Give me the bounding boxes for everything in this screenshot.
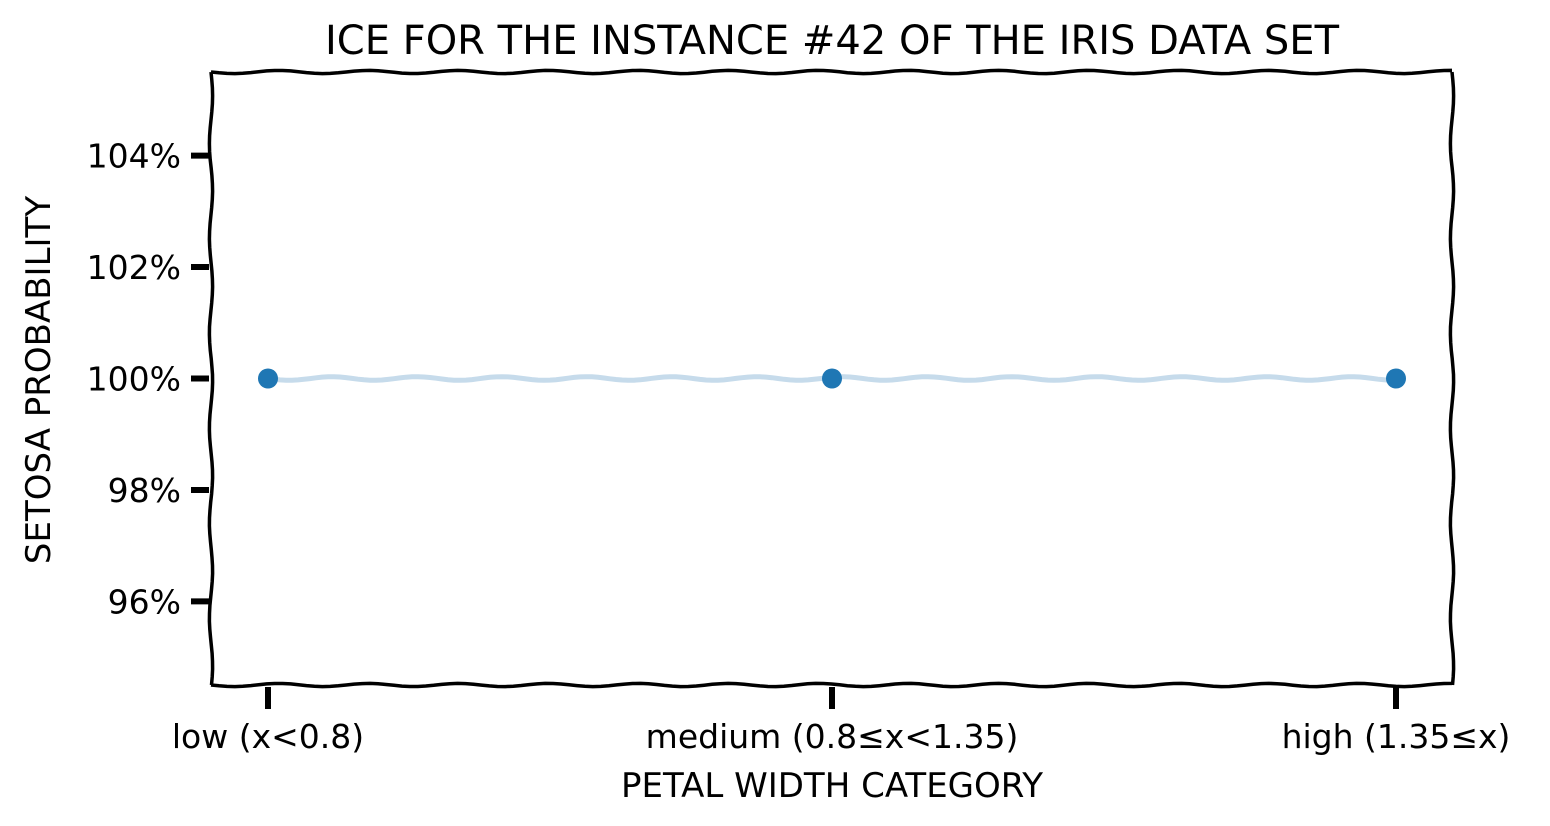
y-tick-label: 100% [87, 360, 181, 399]
x-tick-label: high (1.35≤x) [1282, 717, 1511, 756]
y-axis: 96% 98% 100% 102% 104% [87, 137, 209, 621]
plot-frame [207, 68, 1456, 689]
y-tick-label: 98% [108, 471, 181, 510]
x-axis-label: PETAL WIDTH CATEGORY [621, 766, 1043, 806]
data-point [258, 368, 278, 389]
y-axis-label: SETOSA PROBABILITY [19, 196, 59, 564]
chart-title: ICE FOR THE INSTANCE #42 OF THE IRIS DAT… [325, 18, 1340, 64]
data-point [1386, 368, 1406, 389]
x-tick-label: medium (0.8≤x<1.35) [646, 717, 1019, 756]
series-layer [258, 368, 1406, 389]
x-axis: low (x<0.8) medium (0.8≤x<1.35) high (1.35… [172, 687, 1511, 756]
x-tick-label: low (x<0.8) [172, 717, 364, 756]
y-tick-label: 96% [108, 582, 181, 621]
y-tick-label: 104% [87, 137, 181, 176]
y-tick-label: 102% [87, 248, 181, 287]
data-point [822, 368, 842, 389]
